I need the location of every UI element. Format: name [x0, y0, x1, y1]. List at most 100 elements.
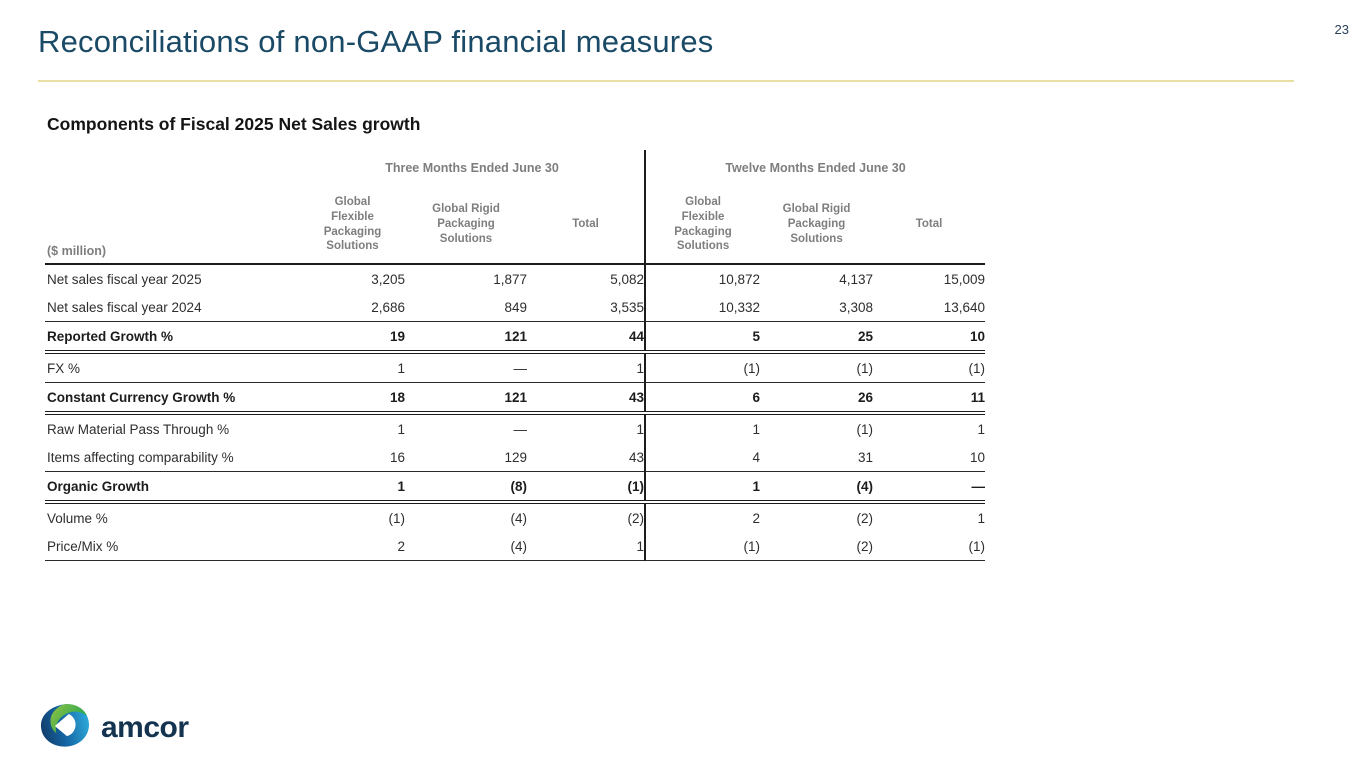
cell-value: — [513, 421, 528, 437]
cell-value: (4) [405, 532, 527, 561]
cell-value: 4,137 [839, 271, 874, 287]
column-header-total-3m: Total [527, 186, 646, 265]
cell-value: 3,535 [527, 293, 646, 322]
cell-value: 6 [644, 382, 761, 415]
row-label: Organic Growth [45, 471, 300, 504]
cell-value: 15,009 [943, 271, 986, 287]
title-divider-line [38, 80, 1294, 82]
table-row: Organic Growth 1 (8) (1) 1 (4) — [45, 471, 986, 504]
cell-value: — [405, 352, 527, 383]
table-row: Items affecting comparability % 16 129 43 4 3… [45, 443, 986, 472]
cell-value: 121 [405, 382, 527, 415]
cell-value: 1 [636, 421, 645, 437]
cell-value: 26 [760, 382, 874, 415]
unit-label: ($ million) [45, 186, 300, 265]
table-title: Components of Fiscal 2025 Net Sales grow… [47, 114, 421, 134]
table-row: Constant Currency Growth % 18 121 43 6 26 11 [45, 382, 986, 415]
table-column-header-row: ($ million) Global Flexible Packaging So… [45, 186, 986, 265]
cell-value: 1 [527, 352, 646, 383]
cell-value: 3,308 [760, 293, 874, 322]
cell-value: 11 [873, 382, 986, 415]
cell-value: 3,205 [371, 271, 405, 287]
table-row: Net sales fiscal year 2025 3,205 1,877 5,08… [45, 264, 985, 293]
page-title: Reconciliations of non-GAAP financial me… [38, 24, 714, 59]
amcor-logo-icon [40, 704, 90, 747]
table-row: Reported Growth % 19 121 44 5 25 10 [45, 321, 986, 354]
cell-value: (1) [388, 510, 406, 526]
cell-value: 2 [300, 532, 405, 561]
amcor-logo: amcor [40, 703, 189, 748]
cell-value: 2,686 [300, 293, 405, 322]
group-header-twelve-months: Twelve Months Ended June 30 [644, 150, 986, 186]
cell-value: 1 [527, 532, 646, 561]
row-label: Volume % [47, 510, 108, 526]
cell-value: (1) [760, 352, 874, 383]
cell-value: (4) [760, 471, 874, 504]
cell-value: (1) [527, 471, 646, 504]
cell-value: 1,877 [493, 271, 527, 287]
row-label: Net sales fiscal year 2025 [47, 271, 202, 287]
column-header-rigid-12m: Global Rigid Packaging Solutions [760, 186, 874, 265]
column-header-flexible-12m: Global Flexible Packaging Solutions [644, 186, 761, 265]
row-label: Price/Mix % [45, 532, 300, 561]
row-label: FX % [45, 352, 300, 383]
cell-value: 43 [527, 382, 646, 415]
cell-value: (2) [856, 510, 874, 526]
column-header-label: Total [915, 218, 943, 231]
cell-value: 129 [405, 443, 527, 472]
cell-value: 25 [760, 321, 874, 354]
cell-value: 19 [300, 321, 405, 354]
table-row: FX % 1—1 (1) (1) (1) [45, 352, 986, 383]
cell-value: 16 [300, 443, 405, 472]
cell-value: 2 [644, 502, 761, 532]
cell-value: 1 [644, 413, 761, 443]
cell-value: (4) [510, 510, 528, 526]
row-label: Constant Currency Growth % [45, 382, 300, 415]
cell-value: 1 [644, 471, 761, 504]
table-row: Price/Mix % 2 (4) 1 (1) (2) (1) [45, 532, 986, 561]
cell-value: 5,082 [610, 271, 645, 287]
cell-value: (1) [644, 352, 761, 383]
page-number: 23 [1334, 22, 1349, 37]
table-row: Raw Material Pass Through % 1—1 1 (1) 1 [45, 413, 985, 443]
row-label: Net sales fiscal year 2024 [45, 293, 300, 322]
net-sales-growth-table: Three Months Ended June 30 Twelve Months… [45, 150, 986, 561]
table-row: Volume % (1) (4) (2) 2 (2) 1 [45, 502, 985, 532]
cell-value: (8) [405, 471, 527, 504]
cell-value: (1) [856, 421, 874, 437]
cell-value: 5 [644, 321, 761, 354]
table-group-header-row: Three Months Ended June 30 Twelve Months… [45, 150, 986, 186]
cell-value: 10,872 [644, 264, 761, 293]
group-header-three-months: Three Months Ended June 30 [385, 161, 559, 175]
cell-value: 31 [760, 443, 874, 472]
column-header-label: Global Flexible Packaging Solutions [323, 196, 382, 253]
cell-value: 121 [405, 321, 527, 354]
cell-value: 10 [873, 443, 986, 472]
group-header-spacer [45, 150, 300, 186]
cell-value: 1 [397, 421, 405, 437]
cell-value: — [873, 471, 986, 504]
column-header-label: Global Rigid Packaging Solutions [782, 203, 851, 245]
cell-value: 43 [527, 443, 646, 472]
row-label: Raw Material Pass Through % [47, 421, 230, 437]
column-header-rigid-3m: Global Rigid Packaging Solutions [405, 186, 527, 265]
cell-value: 10,332 [644, 293, 761, 322]
cell-value: (1) [644, 532, 761, 561]
amcor-wordmark: amcor [101, 710, 189, 744]
cell-value: 18 [300, 382, 405, 415]
cell-value: (2) [627, 510, 645, 526]
table-row: Net sales fiscal year 2024 2,686 849 3,535 1… [45, 293, 986, 322]
column-header-label: Total [572, 218, 599, 231]
column-header-total-12m: Total [873, 186, 986, 265]
column-header-flexible-3m: Global Flexible Packaging Solutions [300, 186, 405, 265]
cell-value: (1) [873, 352, 986, 383]
column-header-label: Global Rigid Packaging Solutions [432, 203, 500, 245]
cell-value: 849 [405, 293, 527, 322]
cell-value: 13,640 [873, 293, 986, 322]
row-label: Items affecting comparability % [45, 443, 300, 472]
cell-value: 1 [300, 352, 405, 383]
cell-value: 1 [977, 510, 986, 526]
table-body: Net sales fiscal year 2025 3,205 1,877 5,08… [45, 264, 986, 561]
cell-value: 44 [527, 321, 646, 354]
